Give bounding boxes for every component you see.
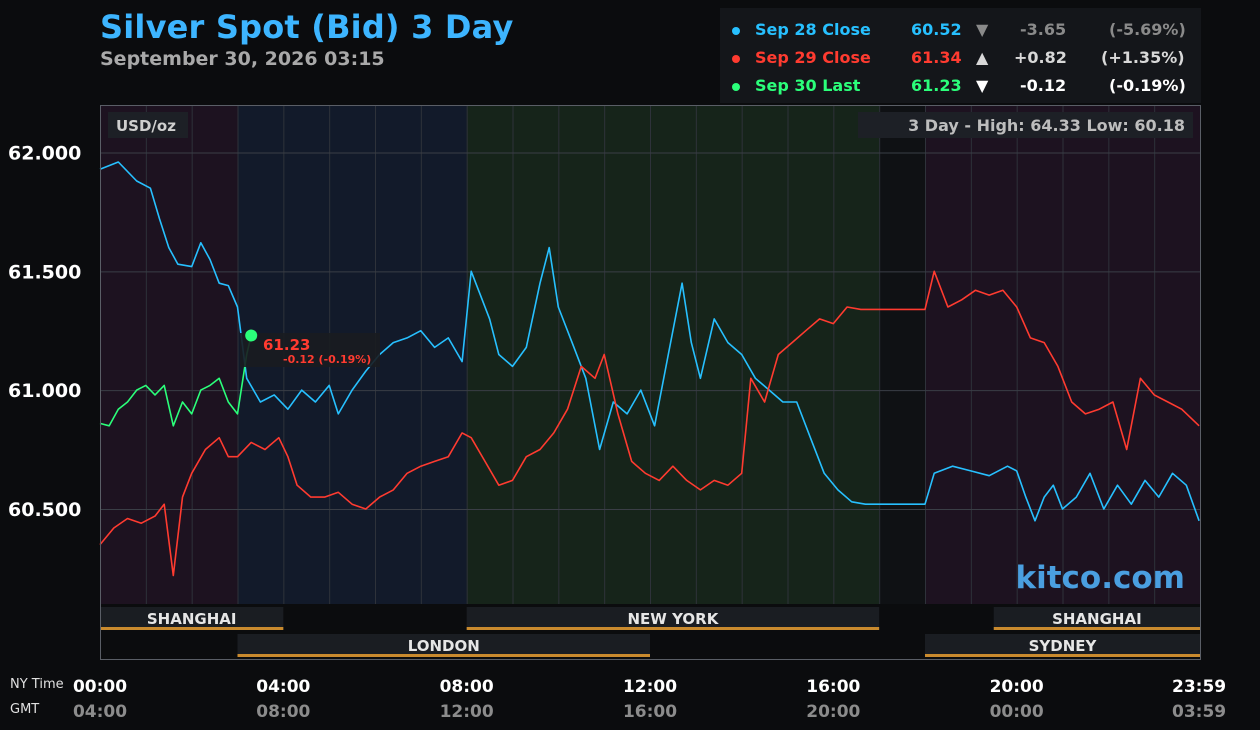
- y-tick-label: 60.500: [8, 499, 81, 521]
- watermark: kitco.com: [1016, 560, 1186, 596]
- session-label: SHANGHAI: [147, 610, 237, 628]
- last-price-marker: 61.23 -0.12 (-0.19%): [240, 329, 380, 367]
- session-bar: [466, 607, 880, 629]
- unit-label: USD/oz: [116, 117, 176, 135]
- x-axis-name-ny: NY Time: [10, 677, 64, 692]
- up-arrow-icon: ▲: [976, 48, 989, 67]
- session-bar: [100, 607, 284, 629]
- last-price-dot-icon: [245, 329, 258, 342]
- x-axis-name-gmt: GMT: [10, 702, 39, 717]
- session-underline: [100, 627, 284, 630]
- x-tick-label-ny: 04:00: [256, 677, 310, 697]
- legend-price: 61.34: [911, 48, 962, 67]
- legend-row-sep30: Sep 30 Last 61.23 ▼ -0.12 (-0.19%): [720, 68, 1201, 96]
- marker-price: 61.23: [263, 336, 310, 354]
- legend-change: -0.12: [1020, 76, 1067, 95]
- unit-label-bg: [108, 112, 188, 138]
- x-tick-label-gmt: 16:00: [623, 702, 677, 722]
- y-tick-label: 61.000: [8, 380, 81, 402]
- session-underline: [466, 627, 880, 630]
- plot-frame: [100, 105, 1201, 660]
- x-tick-label-gmt: 00:00: [990, 702, 1044, 722]
- series-line-sep-29: [99, 270, 1200, 577]
- chart-subtitle: September 30, 2026 03:15: [100, 48, 385, 70]
- session-underline: [237, 654, 650, 657]
- y-tick-label: 61.500: [8, 261, 81, 283]
- legend-row-sep29: Sep 29 Close 61.34 ▲ +0.82 (+1.35%): [720, 40, 1201, 68]
- session-bar: [237, 634, 650, 656]
- session-underline: [993, 627, 1200, 630]
- x-tick-label-gmt: 20:00: [806, 702, 860, 722]
- high-low-bg: [858, 112, 1193, 138]
- session-label: LONDON: [408, 637, 480, 655]
- x-tick-label-ny: 16:00: [806, 677, 860, 697]
- legend-pct: (+1.35%): [1101, 48, 1185, 67]
- series-dot-icon: [732, 55, 740, 63]
- legend-label: Sep 29 Close: [755, 48, 871, 67]
- marker-change: -0.12 (-0.19%): [283, 353, 371, 366]
- legend-pct: (-0.19%): [1109, 76, 1186, 95]
- x-tick-label-ny: 08:00: [440, 677, 494, 697]
- session-underline: [925, 654, 1200, 657]
- x-tick-label-ny: 12:00: [623, 677, 677, 697]
- session-band: [879, 105, 925, 604]
- session-label: SYDNEY: [1029, 637, 1098, 655]
- marker-bg: [240, 333, 380, 367]
- legend-panel: Sep 28 Close 60.52 ▼ -3.65 (-5.69%) Sep …: [720, 8, 1201, 103]
- x-tick-label-ny: 23:59: [1172, 677, 1226, 697]
- legend-pct: (-5.69%): [1109, 20, 1186, 39]
- legend-price: 60.52: [911, 20, 962, 39]
- x-tick-label-ny: 00:00: [73, 677, 127, 697]
- session-band: [100, 105, 238, 604]
- legend-label: Sep 30 Last: [755, 76, 861, 95]
- chart-title: Silver Spot (Bid) 3 Day: [100, 8, 514, 46]
- series-dot-icon: [732, 83, 740, 91]
- legend-change: -3.65: [1020, 20, 1067, 39]
- session-band: [466, 105, 880, 604]
- legend-change: +0.82: [1014, 48, 1067, 67]
- session-label: SHANGHAI: [1052, 610, 1142, 628]
- legend-label: Sep 28 Close: [755, 20, 871, 39]
- x-tick-label-gmt: 08:00: [256, 702, 310, 722]
- series-line-sep-30: [99, 335, 252, 427]
- x-tick-label-gmt: 12:00: [440, 702, 494, 722]
- down-arrow-icon: ▼: [976, 76, 989, 95]
- y-tick-label: 62.000: [8, 143, 81, 165]
- session-bar: [925, 634, 1200, 656]
- series-dot-icon: [732, 27, 740, 35]
- legend-price: 61.23: [911, 76, 962, 95]
- x-tick-label-gmt: 03:59: [1172, 702, 1226, 722]
- high-low-label: 3 Day - High: 64.33 Low: 60.18: [908, 116, 1185, 135]
- x-tick-label-gmt: 04:00: [73, 702, 127, 722]
- down-arrow-icon: ▼: [976, 20, 989, 39]
- session-label: NEW YORK: [628, 610, 720, 628]
- session-bar: [993, 607, 1200, 629]
- series-line-sep-28: [99, 161, 1200, 522]
- x-tick-label-ny: 20:00: [990, 677, 1044, 697]
- legend-row-sep28: Sep 28 Close 60.52 ▼ -3.65 (-5.69%): [720, 12, 1201, 40]
